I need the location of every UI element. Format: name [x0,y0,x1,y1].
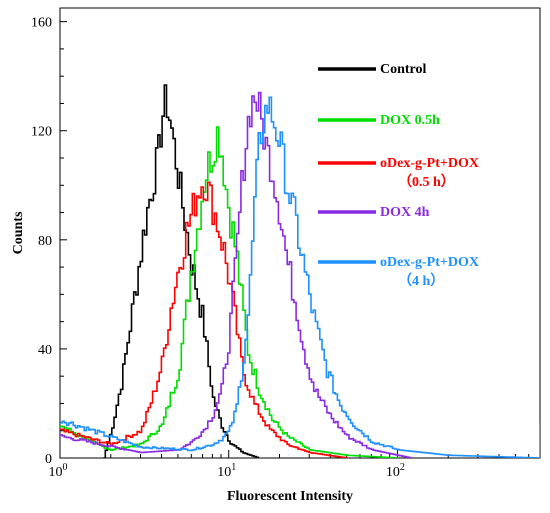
series-line-0 [103,84,260,458]
legend-label: oDex-g-Pt+DOX [380,156,479,171]
x-tick-label: 102 [386,462,405,480]
series-line-2 [60,181,348,458]
x-tick-label: 101 [217,462,236,480]
series-line-3 [60,91,412,458]
y-tick-label: 0 [45,452,52,467]
y-axis-title: Counts [11,211,26,254]
legend-label: DOX 0.5h [380,113,440,128]
y-tick-label: 160 [31,16,52,31]
legend-label: DOX 4h [380,205,430,220]
y-tick-label: 40 [38,343,52,358]
y-tick-label: 80 [38,234,52,249]
x-tick-exponent: 0 [63,462,68,473]
x-tick-exponent: 2 [400,462,405,473]
legend-label: （4 h） [398,273,444,289]
x-tick-base: 10 [49,465,63,480]
x-tick-exponent: 1 [231,462,236,473]
series-line-4 [60,96,540,458]
plot-frame [59,7,541,459]
legend-label: （0.5 h） [398,174,455,190]
y-tick-label: 120 [31,125,52,140]
legend-label: Control [380,62,427,77]
x-axis-title: Fluorescent Intensity [227,489,353,504]
legend-label: oDex-g-Pt+DOX [380,255,479,270]
series-line-1 [60,126,399,458]
x-tick-base: 10 [217,465,231,480]
x-tick-base: 10 [386,465,400,480]
x-tick-label: 100 [49,462,68,480]
